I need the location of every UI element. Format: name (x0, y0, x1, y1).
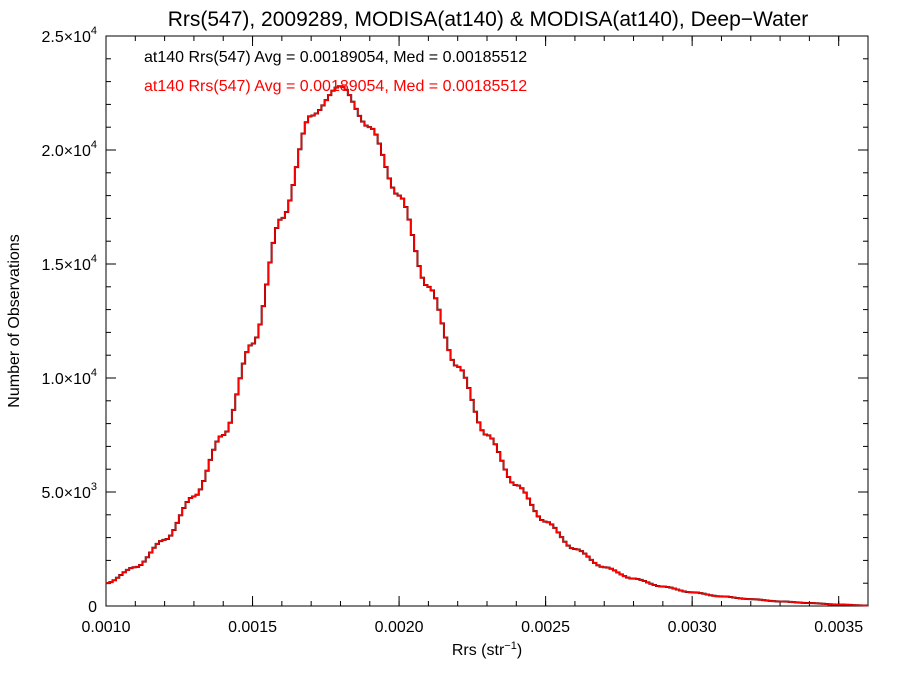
series-layer (106, 85, 868, 607)
x-axis-label-close: ) (517, 642, 522, 659)
y-tick-label: 2.5×104 (41, 25, 97, 46)
x-tick-label: 0.0010 (82, 619, 131, 636)
chart-title: Rrs(547), 2009289, MODISA(at140) & MODIS… (168, 8, 809, 31)
y-tick-label: 1.0×104 (41, 367, 97, 388)
x-tick-labels: 0.0010 0.0015 0.0020 0.0025 0.0030 0.0035 (82, 619, 864, 636)
histogram-series-black (106, 85, 868, 607)
y-tick-label: 1.5×104 (41, 253, 97, 274)
x-axis-label-text: Rrs (str (452, 642, 505, 659)
x-tick-label: 0.0030 (668, 619, 717, 636)
x-tick-label: 0.0025 (521, 619, 570, 636)
x-tick-label: 0.0035 (814, 619, 863, 636)
y-tick-label: 5.0×103 (41, 481, 97, 502)
x-axis-label: Rrs (str−1) (452, 640, 522, 659)
y-axis-label: Number of Observations (6, 234, 23, 407)
annotation-red: at140 Rrs(547) Avg = 0.00189054, Med = 0… (144, 78, 527, 95)
axis-ticks (105, 35, 869, 607)
histogram-series-red (106, 85, 868, 607)
y-tick-label: 2.0×104 (41, 139, 97, 160)
x-axis-label-exponent: −1 (504, 640, 517, 652)
plot-frame (105, 35, 869, 607)
y-tick-labels: 0 5.0×103 1.0×104 1.5×104 2.0×104 2.5×104 (41, 25, 97, 616)
x-tick-label: 0.0015 (228, 619, 277, 636)
y-tick-label: 0 (88, 599, 97, 616)
x-tick-label: 0.0020 (375, 619, 424, 636)
annotation-black: at140 Rrs(547) Avg = 0.00189054, Med = 0… (144, 49, 527, 66)
